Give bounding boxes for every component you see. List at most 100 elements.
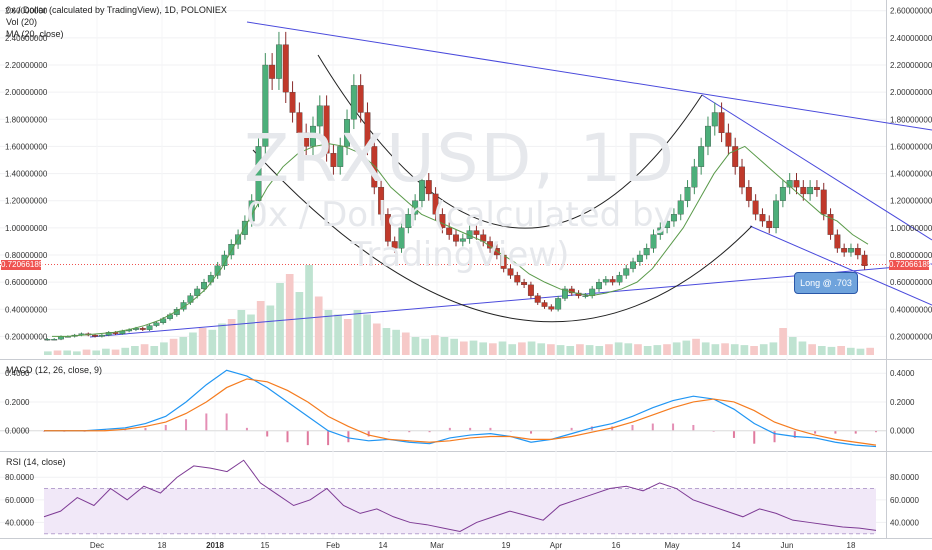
volume-bar (82, 349, 91, 355)
candle-body (773, 200, 780, 229)
candle-body (745, 186, 752, 201)
candle-body (412, 200, 419, 215)
candle-body (459, 238, 466, 242)
macd-signal-line (44, 378, 877, 446)
cup-inner-arc (317, 54, 703, 229)
candle-body (350, 85, 357, 120)
macd-histogram-bar (732, 430, 735, 438)
candle-body (323, 105, 330, 154)
candle-body (616, 275, 623, 283)
candle-body (275, 44, 282, 79)
macd-histogram-bar (530, 430, 533, 434)
candle-body (698, 146, 705, 167)
volume-bar (276, 283, 284, 355)
last-price-tag-right: 0.72066185 (889, 260, 932, 270)
candle-body (425, 180, 432, 195)
candle-body (739, 166, 745, 188)
candle-body (194, 288, 201, 296)
candle-body (384, 214, 391, 242)
candle-body (296, 112, 303, 134)
volume-bar (401, 332, 410, 355)
date-axis-label: 16 (612, 541, 621, 550)
volume-bar (150, 346, 159, 355)
candle-body (303, 132, 310, 147)
volume-bar (663, 344, 671, 355)
rsi-axis-left-label: 80.0000 (5, 473, 34, 482)
volume-bar (102, 348, 110, 355)
macd-axis-right-label: 0.2000 (890, 398, 915, 407)
last-price-tag-left: 0.72066185 (1, 260, 44, 270)
price-axis-right-label: 2.00000000 (890, 88, 932, 97)
candle-body (337, 146, 344, 167)
volume-bar (314, 296, 323, 355)
chart-title: 0x / Dollar (calculated by TradingView),… (6, 5, 227, 15)
candle-body (623, 268, 630, 276)
volume-bar (334, 314, 342, 355)
long-entry-annotation[interactable]: Long @ .703 (794, 272, 858, 294)
candle-body (752, 200, 759, 215)
macd-histogram-bar (225, 413, 228, 431)
volume-bar (566, 346, 575, 355)
candle-body (705, 125, 711, 147)
candle-body (201, 281, 207, 290)
date-axis-label: May (664, 541, 679, 550)
candle-body (834, 234, 841, 249)
candle-body (800, 186, 807, 195)
candle-body (44, 338, 51, 341)
volume-bar (208, 329, 217, 355)
macd-histogram-bar (347, 430, 350, 443)
macd-pane[interactable] (0, 362, 886, 450)
price-axis-right-label: 2.40000000 (890, 34, 932, 43)
volume-bar (179, 337, 188, 355)
volume-bar (585, 345, 594, 355)
macd-histogram-bar (753, 430, 756, 444)
macd-histogram-bar (185, 419, 188, 431)
volume-bar (44, 351, 52, 355)
volume-bar (701, 342, 710, 355)
price-axis-left-label: 1.20000000 (5, 197, 48, 206)
date-axis-label: 2018 (206, 541, 224, 550)
candle-body (269, 64, 276, 79)
rsi-band (44, 488, 876, 534)
volume-bar (817, 346, 826, 355)
macd-histogram-bar (854, 430, 857, 434)
candle-body (664, 220, 671, 229)
price-axis-left-label: 1.60000000 (5, 142, 48, 151)
date-axis-label: Jun (781, 541, 794, 550)
price-axis-left-label: 1.80000000 (5, 115, 48, 124)
volume-bar (440, 337, 449, 355)
macd-histogram-bar (793, 430, 796, 438)
volume-bar (169, 338, 178, 355)
macd-legend[interactable]: MACD (12, 26, close, 9) (6, 365, 103, 375)
candle-body (446, 227, 453, 235)
candle-body (766, 220, 773, 229)
macd-histogram-bar (469, 427, 472, 431)
volume-indicator-label[interactable]: Vol (20) (6, 17, 38, 27)
volume-bar (643, 346, 652, 355)
candle-body (289, 91, 296, 113)
candle-body (841, 248, 848, 253)
volume-bar (856, 348, 865, 355)
date-axis-label: Dec (90, 541, 104, 550)
date-axis-label: 14 (379, 541, 388, 550)
ma-indicator-label[interactable]: MA (20, close) (6, 29, 64, 39)
rsi-legend[interactable]: RSI (14, close) (6, 457, 66, 467)
candle-body (180, 302, 187, 310)
macd-line (44, 369, 877, 448)
wedge-lower-line (749, 225, 932, 306)
macd-histogram-bar (245, 427, 248, 431)
candle-body (582, 295, 589, 297)
candle-body (418, 180, 425, 201)
date-axis-label: 15 (261, 541, 270, 550)
candle-body (214, 265, 221, 276)
candle-body (453, 234, 459, 242)
date-axis-label: 19 (502, 541, 511, 550)
volume-bar (421, 338, 429, 355)
watermark: ZRXUSD, 1D 0x / Dollar (calculated by Tr… (180, 120, 740, 275)
candle-body (636, 254, 643, 262)
macd-histogram-bar (124, 429, 127, 431)
price-axis-left-label: 1.40000000 (5, 170, 48, 179)
price-pane[interactable] (0, 0, 886, 358)
volume-bar (730, 344, 739, 355)
